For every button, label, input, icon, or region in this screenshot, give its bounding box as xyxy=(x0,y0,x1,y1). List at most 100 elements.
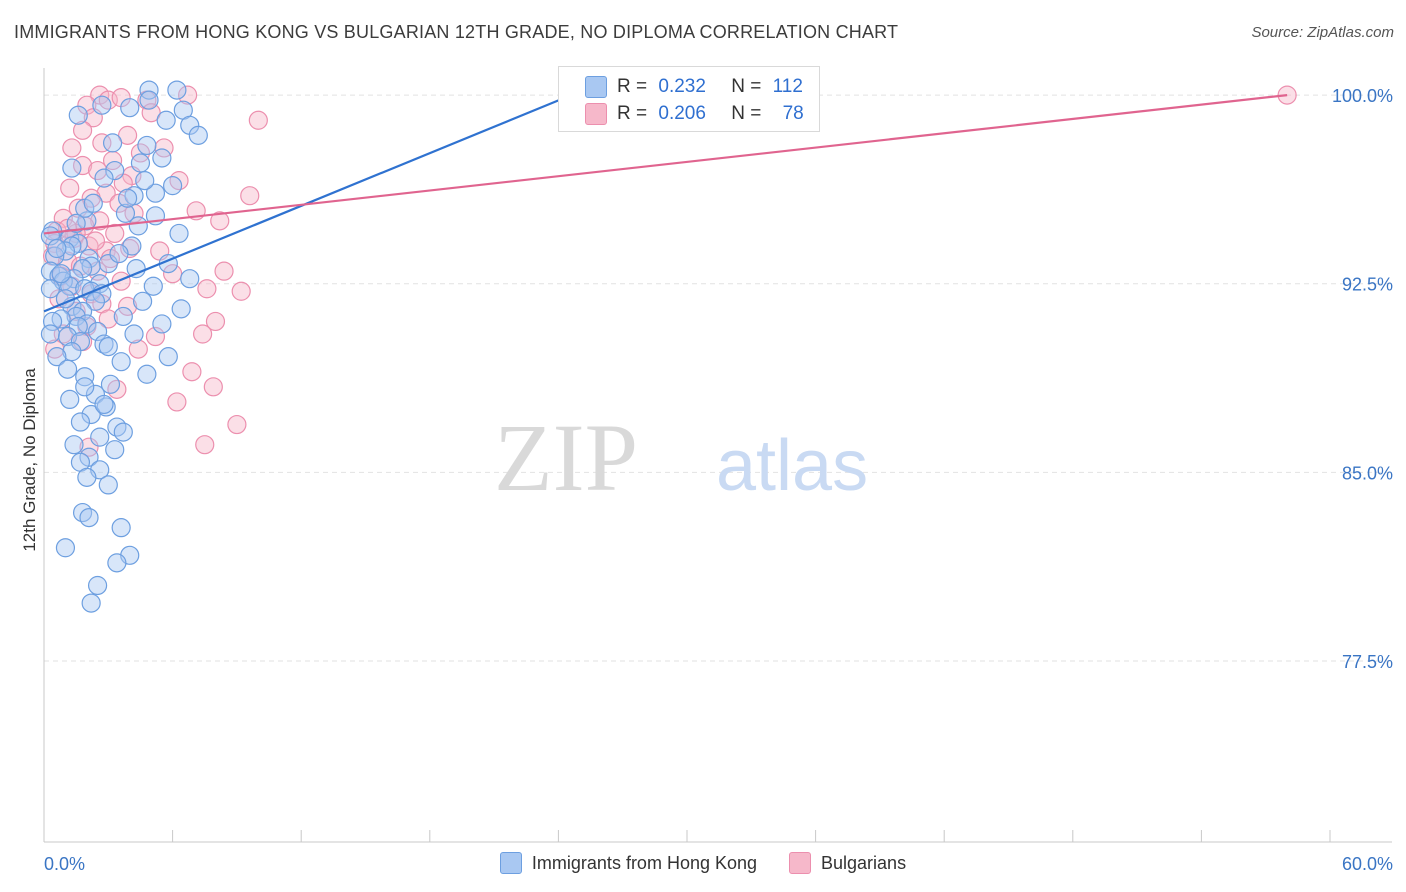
x-tick-label: 0.0% xyxy=(44,854,85,874)
point-bulgarians xyxy=(53,208,73,228)
point-hongkong xyxy=(111,352,131,372)
point-hongkong xyxy=(115,203,136,223)
point-bulgarians xyxy=(105,223,125,244)
point-hongkong xyxy=(100,374,121,394)
n-value: 78 xyxy=(782,103,804,124)
point-hongkong xyxy=(40,279,61,299)
point-hongkong xyxy=(135,171,155,191)
stats-swatch-bulgarians xyxy=(585,103,607,125)
stats-row-hongkong: R = 0.232 N = 112 xyxy=(559,73,819,101)
point-hongkong xyxy=(107,553,127,573)
point-hongkong xyxy=(94,394,114,415)
point-hongkong xyxy=(98,336,118,357)
point-hongkong xyxy=(139,80,159,100)
point-hongkong xyxy=(81,404,101,425)
point-bulgarians xyxy=(72,120,93,140)
point-hongkong xyxy=(75,377,95,397)
point-bulgarians xyxy=(145,326,166,347)
n-label: N = xyxy=(731,103,762,124)
watermark-zip: ZIP xyxy=(494,404,638,511)
point-hongkong xyxy=(158,347,178,367)
y-tick-label: 77.5% xyxy=(1342,652,1393,672)
n-value: 112 xyxy=(772,76,803,97)
point-hongkong xyxy=(64,435,84,455)
point-bulgarians xyxy=(210,211,230,231)
point-hongkong xyxy=(113,306,133,327)
point-hongkong xyxy=(62,236,82,256)
stats-swatch-hongkong xyxy=(585,76,607,98)
point-bulgarians xyxy=(130,143,151,163)
point-hongkong xyxy=(109,243,129,264)
point-hongkong xyxy=(85,291,106,311)
point-hongkong xyxy=(60,389,80,410)
data-points xyxy=(40,80,1297,613)
point-hongkong xyxy=(124,324,144,344)
point-hongkong xyxy=(55,538,76,558)
point-hongkong xyxy=(68,316,88,337)
legend-item-hongkong[interactable]: Immigrants from Hong Kong xyxy=(499,852,757,874)
point-hongkong xyxy=(169,223,189,244)
point-bulgarians xyxy=(96,183,116,203)
point-bulgarians xyxy=(60,178,80,198)
point-hongkong xyxy=(40,324,61,344)
point-hongkong xyxy=(57,326,78,347)
n-label: N = xyxy=(731,76,762,97)
point-hongkong xyxy=(137,135,157,156)
point-hongkong xyxy=(117,188,138,208)
point-hongkong xyxy=(152,148,172,168)
point-bulgarians xyxy=(248,110,268,130)
x-tick-label: 60.0% xyxy=(1342,854,1393,874)
point-bulgarians xyxy=(195,435,215,455)
legend-swatch-bulgarians xyxy=(789,852,812,874)
point-hongkong xyxy=(98,475,118,495)
point-hongkong xyxy=(92,95,112,115)
point-bulgarians xyxy=(117,125,138,145)
legend-item-bulgarians[interactable]: Bulgarians xyxy=(789,852,906,874)
legend-label-bulgarians: Bulgarians xyxy=(821,852,907,873)
point-bulgarians xyxy=(227,414,247,435)
watermark-atlas: atlas xyxy=(716,426,868,506)
point-hongkong xyxy=(120,98,140,118)
point-hongkong xyxy=(107,417,127,437)
point-hongkong xyxy=(94,168,114,188)
point-bulgarians xyxy=(169,171,189,191)
trend-line-bulgarians xyxy=(43,94,1288,235)
point-hongkong xyxy=(152,314,172,334)
point-hongkong xyxy=(105,440,125,460)
point-hongkong xyxy=(62,342,82,362)
point-hongkong xyxy=(81,593,101,613)
point-hongkong xyxy=(132,291,153,311)
point-hongkong xyxy=(77,467,97,487)
point-hongkong xyxy=(83,193,103,213)
point-hongkong xyxy=(87,575,108,596)
point-bulgarians xyxy=(231,281,251,301)
legend-swatch-hongkong xyxy=(499,852,522,874)
y-tick-label: 100.0% xyxy=(1332,86,1393,106)
point-hongkong xyxy=(79,248,99,269)
point-bulgarians xyxy=(107,379,127,399)
point-hongkong xyxy=(42,311,63,332)
point-bulgarians xyxy=(197,279,217,299)
point-hongkong xyxy=(45,246,65,266)
point-hongkong xyxy=(167,80,187,100)
point-hongkong xyxy=(79,507,99,528)
point-bulgarians xyxy=(182,362,202,382)
point-hongkong xyxy=(47,347,67,367)
point-bulgarians xyxy=(193,324,213,344)
point-hongkong xyxy=(163,176,183,196)
point-bulgarians xyxy=(92,133,112,153)
point-bulgarians xyxy=(98,309,118,329)
point-hongkong xyxy=(143,276,163,296)
point-hongkong xyxy=(137,364,157,384)
point-hongkong xyxy=(145,183,166,203)
point-hongkong xyxy=(130,153,151,173)
point-bulgarians xyxy=(178,85,198,105)
r-value: 0.206 xyxy=(658,103,706,124)
point-bulgarians xyxy=(120,238,140,259)
point-hongkong xyxy=(96,397,116,417)
point-bulgarians xyxy=(79,437,99,457)
stats-text-hongkong: R = 0.232 N = 112 xyxy=(617,76,803,98)
point-bulgarians xyxy=(240,186,260,206)
point-hongkong xyxy=(180,269,200,289)
